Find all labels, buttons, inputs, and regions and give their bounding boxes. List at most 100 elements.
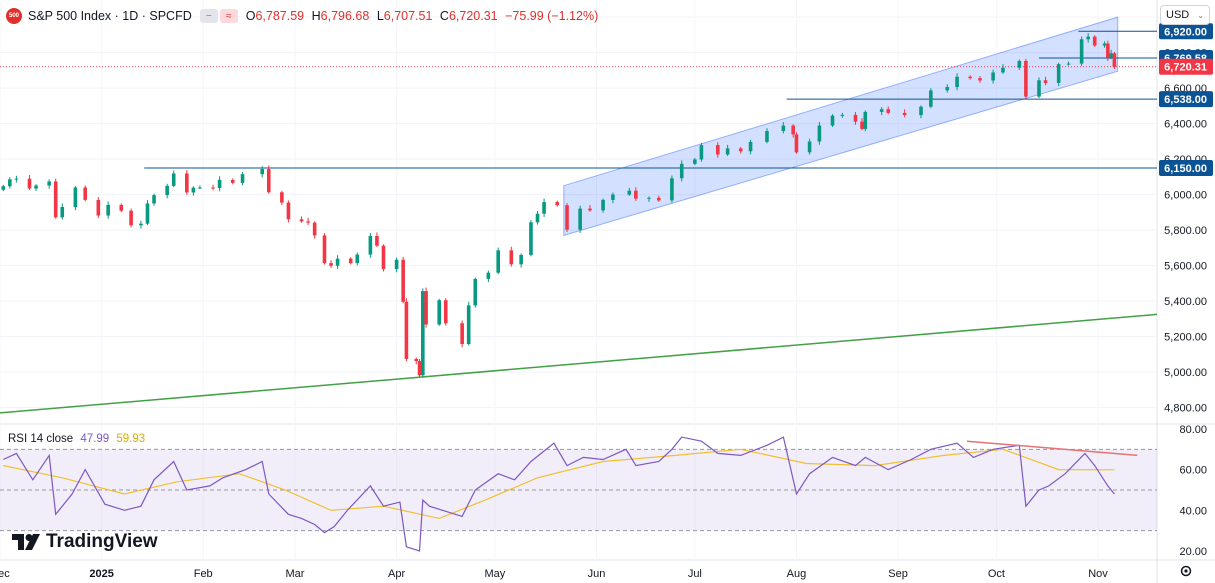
approx-icon[interactable]: ≈ xyxy=(219,9,238,23)
low-value: 6,707.51 xyxy=(383,9,433,23)
open-value: 6,787.59 xyxy=(255,9,305,23)
candle-body xyxy=(807,141,812,153)
candle-body xyxy=(424,291,428,325)
candle-body xyxy=(53,181,58,218)
candle-body xyxy=(725,148,730,155)
candle-body xyxy=(260,169,265,175)
candle-body xyxy=(699,145,704,160)
symbol-title[interactable]: S&P 500 Index · 1D · SPCFD xyxy=(28,9,192,23)
y-tick-label: 6,000.00 xyxy=(1164,190,1207,202)
candle-body xyxy=(509,250,514,265)
candle-body xyxy=(1102,43,1107,46)
candle-body xyxy=(355,254,360,264)
symbol-logo-icon: 500 xyxy=(6,8,22,24)
collapse-minus-icon[interactable]: − xyxy=(199,9,218,23)
candle-body xyxy=(565,205,569,230)
candle-body xyxy=(1086,36,1090,40)
candle-body xyxy=(368,235,373,255)
candle-body xyxy=(286,202,291,220)
tradingview-logo[interactable]: TradingView xyxy=(12,531,158,553)
y-tick-label: 5,800.00 xyxy=(1164,225,1207,237)
candle-body xyxy=(266,169,271,193)
candle-body xyxy=(830,115,835,126)
y-tick-label: 5,000.00 xyxy=(1164,367,1207,379)
x-tick-label: Nov xyxy=(1088,568,1108,580)
candle-body xyxy=(1017,60,1022,68)
candle-body xyxy=(394,259,399,270)
rsi-value: 47.99 xyxy=(80,433,110,445)
candle-body xyxy=(1,186,6,190)
ohlc-values: O6,787.59 H6,796.68 L6,707.51 C6,720.31 … xyxy=(246,9,599,23)
candle-body xyxy=(978,78,982,81)
candle-body xyxy=(657,197,661,201)
candle-body xyxy=(280,192,284,203)
candle-body xyxy=(738,148,743,152)
candle-body xyxy=(496,250,500,273)
gear-icon[interactable] xyxy=(1178,563,1194,579)
candle-body xyxy=(171,173,176,186)
candle-body xyxy=(312,222,317,236)
rsi-tick-label: 20.00 xyxy=(1179,546,1207,558)
candle-body xyxy=(230,179,235,183)
candle-body xyxy=(555,202,559,206)
x-tick-label: 2025 xyxy=(89,568,113,580)
trendline xyxy=(0,313,1158,414)
candle-body xyxy=(335,258,340,266)
candle-body xyxy=(817,125,822,142)
chart-header: 500 S&P 500 Index · 1D · SPCFD − ≈ O6,78… xyxy=(6,6,598,26)
current-price-label: 6,720.31 xyxy=(1164,62,1207,74)
currency-value: USD xyxy=(1166,9,1190,21)
candle-body xyxy=(1066,63,1071,65)
rsi-tick-label: 60.00 xyxy=(1179,465,1207,477)
candle-body xyxy=(106,204,110,216)
candle-body xyxy=(1106,43,1110,58)
candle-body xyxy=(139,223,143,226)
candle-body xyxy=(879,109,884,112)
x-tick-label: Aug xyxy=(787,568,807,580)
candle-body xyxy=(794,134,799,153)
level-price-tag xyxy=(1159,91,1213,108)
candle-body xyxy=(1092,36,1097,46)
x-tick-label: Sep xyxy=(888,568,908,580)
level-price-tag xyxy=(1159,23,1213,40)
rsi-divergence-line xyxy=(966,440,1138,457)
y-tick-label: 4,800.00 xyxy=(1164,403,1207,415)
y-tick-label: 5,400.00 xyxy=(1164,296,1207,308)
candle-body xyxy=(542,202,546,214)
chevron-down-icon: ⌄ xyxy=(1197,10,1204,20)
candle-body xyxy=(96,199,101,216)
candle-body xyxy=(375,235,379,246)
candle-body xyxy=(840,114,845,116)
candle-body xyxy=(647,197,651,199)
x-tick-label: Mar xyxy=(286,568,305,580)
regression-channel xyxy=(563,16,1119,237)
open-label: O xyxy=(245,9,256,23)
currency-selector[interactable]: USD ⌄ xyxy=(1160,5,1210,25)
candle-body xyxy=(715,145,720,155)
candle-body xyxy=(1024,60,1028,97)
rsi-line xyxy=(3,436,1115,552)
x-tick-label: Jun xyxy=(588,568,606,580)
candle-body xyxy=(473,278,478,306)
x-tick-label: May xyxy=(485,568,506,580)
candle-body xyxy=(414,358,419,362)
candle-body xyxy=(679,163,684,179)
level-price-tag xyxy=(1159,159,1213,176)
candle-body xyxy=(886,109,891,113)
candle-body xyxy=(322,235,327,264)
candle-body xyxy=(627,190,632,195)
candle-body xyxy=(529,222,533,255)
rsi-legend[interactable]: RSI 14 close 47.99 59.93 xyxy=(8,433,145,445)
candle-body xyxy=(14,178,19,180)
candle-body xyxy=(1112,53,1117,67)
high-value: 6,796.68 xyxy=(320,9,370,23)
candle-body xyxy=(781,125,786,132)
candle-body xyxy=(73,187,78,208)
candle-body xyxy=(588,208,592,211)
candle-body xyxy=(466,305,471,345)
candle-body xyxy=(1079,39,1084,64)
candle-body xyxy=(535,213,540,223)
rsi-label: RSI 14 close xyxy=(8,433,74,445)
candle-body xyxy=(60,207,65,218)
